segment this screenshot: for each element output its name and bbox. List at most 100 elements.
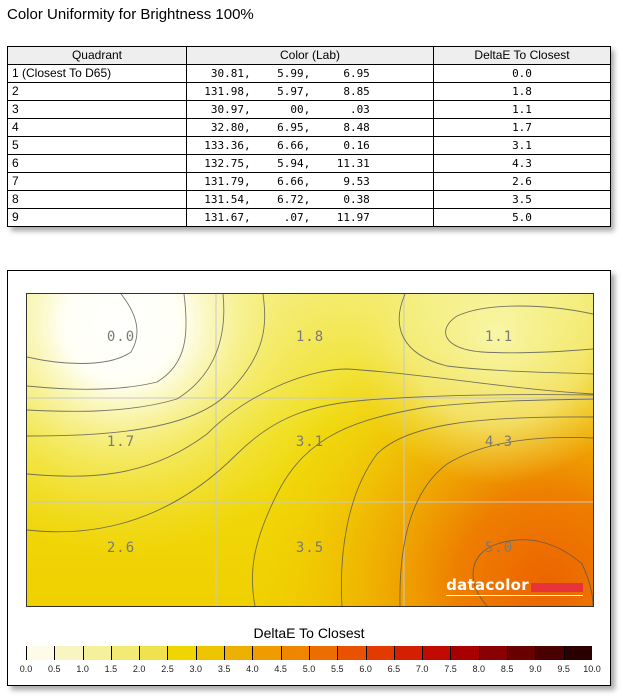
cell-quadrant: 8: [7, 190, 187, 209]
uniformity-table: Quadrant Color (Lab) DeltaE To Closest 1…: [7, 46, 611, 227]
colorbar-segment: [252, 646, 281, 660]
cell-label-3: 1.1: [484, 329, 514, 345]
cell-label-6: 4.3: [484, 434, 514, 450]
contour-graphic: [27, 294, 593, 606]
table-header-row: Quadrant Color (Lab) DeltaE To Closest: [7, 46, 611, 65]
cell-quadrant: 2: [7, 82, 187, 101]
cell-quadrant: 3: [7, 100, 187, 119]
colorbar-segment: [393, 646, 423, 660]
brand-bar: [531, 582, 583, 592]
cell-quadrant: 7: [7, 172, 187, 191]
header-quadrant: Quadrant: [7, 46, 187, 65]
colorbar-tick-label: 2.0: [132, 664, 146, 674]
colorbar-tick-label: 5.5: [331, 664, 344, 674]
header-color-lab: Color (Lab): [186, 46, 434, 65]
colorbar-segment: [195, 646, 225, 660]
table-row: 1 (Closest To D65) 30.81, 5.99, 6.95 0.0: [7, 64, 611, 83]
cell-color-lab: 131.54, 6.72, 0.38: [186, 190, 434, 209]
cell-deltae: 1.7: [433, 118, 611, 137]
cell-deltae: 1.1: [433, 100, 611, 119]
cell-label-8: 3.5: [295, 540, 325, 556]
colorbar-segment: [54, 646, 83, 660]
table-row: 7 131.79, 6.66, 9.53 2.6: [7, 172, 611, 191]
cell-label-7: 2.6: [106, 540, 136, 556]
colorbar-tick-label: 0.5: [48, 664, 61, 674]
colorbar-segment: [224, 646, 253, 660]
colorbar-tick-label: 10.0: [583, 664, 601, 674]
cell-quadrant: 1 (Closest To D65): [7, 64, 187, 83]
cell-quadrant: 4: [7, 118, 187, 137]
table-row: 6 132.75, 5.94, 11.31 4.3: [7, 154, 611, 173]
cell-deltae: 0.0: [433, 64, 611, 83]
cell-deltae: 3.5: [433, 190, 611, 209]
colorbar-tick-label: 6.5: [387, 664, 401, 674]
colorbar-tick-label: 8.5: [500, 664, 514, 674]
contour-plot: 0.0 1.8 1.1 1.7 3.1 4.3 2.6 3.5 5.0 data…: [26, 293, 594, 607]
cell-color-lab: 32.80, 6.95, 8.48: [186, 118, 434, 137]
page-title: Color Uniformity for Brightness 100%: [7, 6, 254, 23]
colorbar-segment: [26, 646, 55, 660]
cell-color-lab: 133.36, 6.66, 0.16: [186, 136, 434, 155]
legend-title: DeltaE To Closest: [253, 625, 365, 641]
cell-color-lab: 132.75, 5.94, 11.31: [186, 154, 434, 173]
colorbar-tick-label: 1.0: [76, 664, 89, 674]
colorbar-segment: [478, 646, 508, 660]
header-deltae: DeltaE To Closest: [433, 46, 611, 65]
colorbar-segment: [507, 646, 536, 660]
cell-deltae: 2.6: [433, 172, 611, 191]
cell-color-lab: 131.67, .07, 11.97: [186, 208, 434, 227]
cell-quadrant: 6: [7, 154, 187, 173]
colorbar-segment: [365, 646, 394, 660]
cell-label-5: 3.1: [295, 434, 325, 450]
cell-label-1: 0.0: [106, 329, 136, 345]
colorbar-tick-label: 9.5: [557, 664, 570, 674]
cell-label-9: 5.0: [484, 540, 514, 556]
cell-label-2: 1.8: [295, 329, 325, 345]
cell-color-lab: 131.98, 5.97, 8.85: [186, 82, 434, 101]
cell-quadrant: 9: [7, 208, 187, 227]
cell-deltae: 3.1: [433, 136, 611, 155]
colorbar-tick-label: 8.0: [472, 664, 486, 674]
colorbar-segment: [563, 646, 592, 660]
colorbar-segment: [110, 646, 140, 660]
colorbar-ticks: 0.0 0.5 1.0 1.5 2.0 2.5 3.0 3.5 4.0 4.5 5.0 5.5 6.0 6…: [20, 664, 601, 676]
colorbar-tick-label: 5.0: [302, 664, 316, 674]
table-row: 2 131.98, 5.97, 8.85 1.8: [7, 82, 611, 101]
colorbar-segment: [450, 646, 479, 660]
colorbar-tick-label: 3.5: [217, 664, 231, 674]
cell-deltae: 4.3: [433, 154, 611, 173]
table-row: 5 133.36, 6.66, 0.16 3.1: [7, 136, 611, 155]
cell-color-lab: 131.79, 6.66, 9.53: [186, 172, 434, 191]
colorbar-segment: [280, 646, 309, 660]
cell-quadrant: 5: [7, 136, 187, 155]
table-row: 9 131.67, .07, 11.97 5.0: [7, 208, 611, 227]
brand-text: datacolor: [446, 576, 529, 594]
colorbar-tick-label: 2.5: [161, 664, 174, 674]
colorbar-segment: [139, 646, 168, 660]
table-row: 3 30.97, 00, .03 1.1: [7, 100, 611, 119]
contour-chart-panel: 0.0 1.8 1.1 1.7 3.1 4.3 2.6 3.5 5.0 data…: [7, 270, 611, 686]
table-row: 4 32.80, 6.95, 8.48 1.7: [7, 118, 611, 137]
colorbar-tick-label: 3.0: [189, 664, 203, 674]
cell-deltae: 1.8: [433, 82, 611, 101]
colorbar-segment: [535, 646, 564, 660]
colorbar-segment: [82, 646, 111, 660]
colorbar-segment: [422, 646, 451, 660]
colorbar-tick-label: 7.5: [444, 664, 457, 674]
cell-deltae: 5.0: [433, 208, 611, 227]
colorbar-tick-label: 9.0: [529, 664, 542, 674]
cell-color-lab: 30.97, 00, .03: [186, 100, 434, 119]
colorbar: [26, 646, 592, 660]
colorbar-segment: [308, 646, 338, 660]
colorbar-tick-label: 4.5: [274, 664, 287, 674]
colorbar-tick-label: 1.5: [104, 664, 118, 674]
colorbar-tick-label: 4.0: [246, 664, 259, 674]
colorbar-tick-label: 7.0: [415, 664, 429, 674]
colorbar-segment: [167, 646, 196, 660]
colorbar-tick-label: 6.0: [359, 664, 372, 674]
colorbar-tick-label: 0.0: [19, 664, 33, 674]
cell-label-4: 1.7: [106, 434, 136, 450]
table-row: 8 131.54, 6.72, 0.38 3.5: [7, 190, 611, 209]
cell-color-lab: 30.81, 5.99, 6.95: [186, 64, 434, 83]
colorbar-segment: [337, 646, 366, 660]
